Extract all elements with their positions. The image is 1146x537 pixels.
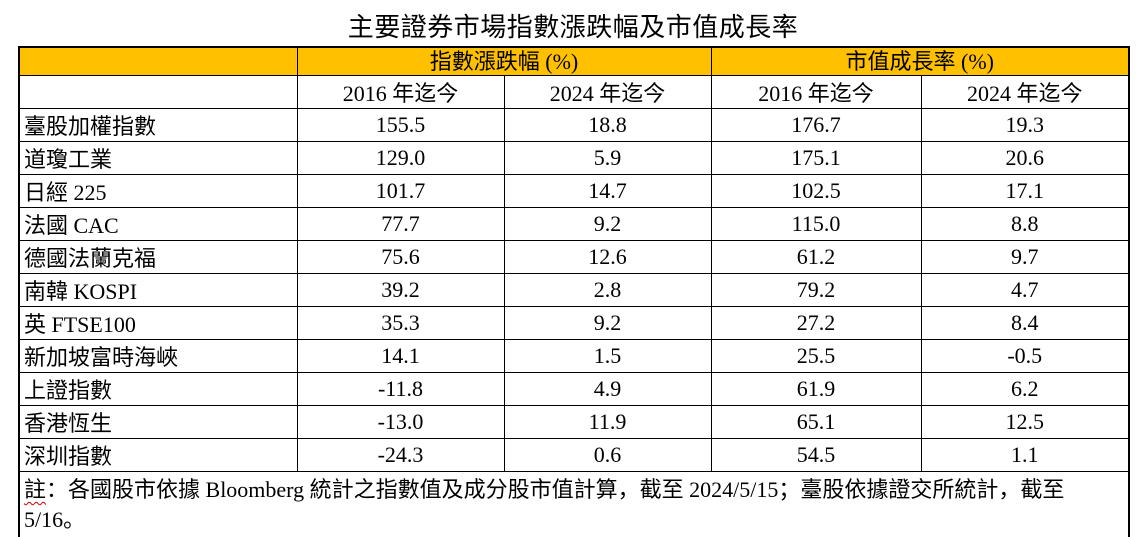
- subheader-mcap-2016: 2016 年迄今: [710, 75, 922, 109]
- row-label: 英 FTSE100: [18, 306, 298, 340]
- table-row: 深圳指數 -24.3 0.6 54.5 1.1: [18, 438, 1130, 472]
- row-label: 新加坡富時海峽: [18, 339, 298, 373]
- cell-value: -24.3: [296, 438, 505, 472]
- market-index-table: 指數漲跌幅 (%) 市值成長率 (%) 2016 年迄今 2024 年迄今 20…: [18, 46, 1131, 537]
- cell-value: 75.6: [296, 240, 505, 274]
- cell-value: 102.5: [710, 174, 922, 208]
- footnote-marked-word: 註: [24, 477, 47, 502]
- row-label: 深圳指數: [18, 438, 298, 472]
- cell-value: 25.5: [710, 339, 922, 373]
- table-row: 道瓊工業 129.0 5.9 175.1 20.6: [18, 141, 1130, 175]
- cell-value: 115.0: [710, 207, 922, 241]
- cell-value: 1.1: [920, 438, 1130, 472]
- cell-value: 79.2: [710, 273, 922, 307]
- cell-value: 6.2: [920, 372, 1130, 406]
- cell-value: 5.9: [503, 141, 712, 175]
- row-label: 德國法蘭克福: [18, 240, 298, 274]
- cell-value: 19.3: [920, 108, 1130, 142]
- cell-value: 9.7: [920, 240, 1130, 274]
- table-row: 上證指數 -11.8 4.9 61.9 6.2: [18, 372, 1130, 406]
- sub-header-row: 2016 年迄今 2024 年迄今 2016 年迄今 2024 年迄今: [18, 75, 1130, 109]
- group-header-index-change: 指數漲跌幅 (%): [296, 46, 712, 76]
- cell-value: 17.1: [920, 174, 1130, 208]
- corner-cell: [18, 46, 298, 76]
- cell-value: 14.1: [296, 339, 505, 373]
- subheader-empty-cell: [18, 75, 298, 109]
- cell-value: 129.0: [296, 141, 505, 175]
- cell-value: 27.2: [710, 306, 922, 340]
- group-header-row: 指數漲跌幅 (%) 市值成長率 (%): [18, 46, 1130, 76]
- cell-value: -13.0: [296, 405, 505, 439]
- row-label: 道瓊工業: [18, 141, 298, 175]
- subheader-index-2016: 2016 年迄今: [296, 75, 505, 109]
- footnote: 註：各國股市依據 Bloomberg 統計之指數值及成分股市值計算，截至 202…: [18, 471, 1130, 537]
- cell-value: 175.1: [710, 141, 922, 175]
- cell-value: 20.6: [920, 141, 1130, 175]
- cell-value: 0.6: [503, 438, 712, 472]
- cell-value: 18.8: [503, 108, 712, 142]
- cell-value: 9.2: [503, 306, 712, 340]
- table-row: 香港恆生 -13.0 11.9 65.1 12.5: [18, 405, 1130, 439]
- cell-value: 12.6: [503, 240, 712, 274]
- table-row: 英 FTSE100 35.3 9.2 27.2 8.4: [18, 306, 1130, 340]
- row-label: 法國 CAC: [18, 207, 298, 241]
- table-row: 南韓 KOSPI 39.2 2.8 79.2 4.7: [18, 273, 1130, 307]
- cell-value: 176.7: [710, 108, 922, 142]
- cell-value: 4.7: [920, 273, 1130, 307]
- cell-value: 2.8: [503, 273, 712, 307]
- table-row: 臺股加權指數 155.5 18.8 176.7 19.3: [18, 108, 1130, 142]
- row-label: 日經 225: [18, 174, 298, 208]
- cell-value: 4.9: [503, 372, 712, 406]
- cell-value: 65.1: [710, 405, 922, 439]
- cell-value: -0.5: [920, 339, 1130, 373]
- subheader-mcap-2024: 2024 年迄今: [920, 75, 1130, 109]
- page-title: 主要證券市場指數漲跌幅及市值成長率: [347, 13, 799, 42]
- footnote-text: ：各國股市依據 Bloomberg 統計之指數值及成分股市值計算，截至 2024…: [24, 477, 1065, 532]
- cell-value: 155.5: [296, 108, 505, 142]
- cell-value: 12.5: [920, 405, 1130, 439]
- subheader-index-2024: 2024 年迄今: [503, 75, 712, 109]
- cell-value: 35.3: [296, 306, 505, 340]
- cell-value: 1.5: [503, 339, 712, 373]
- cell-value: 77.7: [296, 207, 505, 241]
- cell-value: 101.7: [296, 174, 505, 208]
- cell-value: 39.2: [296, 273, 505, 307]
- row-label: 上證指數: [18, 372, 298, 406]
- group-header-marketcap-growth: 市值成長率 (%): [710, 46, 1130, 76]
- row-label: 臺股加權指數: [18, 108, 298, 142]
- table-row: 日經 225 101.7 14.7 102.5 17.1: [18, 174, 1130, 208]
- cell-value: 11.9: [503, 405, 712, 439]
- cell-value: 14.7: [503, 174, 712, 208]
- table-row: 法國 CAC 77.7 9.2 115.0 8.8: [18, 207, 1130, 241]
- cell-value: 8.4: [920, 306, 1130, 340]
- row-label: 香港恆生: [18, 405, 298, 439]
- cell-value: 54.5: [710, 438, 922, 472]
- table-row: 新加坡富時海峽 14.1 1.5 25.5 -0.5: [18, 339, 1130, 373]
- footnote-row: 註：各國股市依據 Bloomberg 統計之指數值及成分股市值計算，截至 202…: [18, 471, 1130, 537]
- cell-value: 8.8: [920, 207, 1130, 241]
- table-row: 德國法蘭克福 75.6 12.6 61.2 9.7: [18, 240, 1130, 274]
- cell-value: -11.8: [296, 372, 505, 406]
- cell-value: 61.9: [710, 372, 922, 406]
- row-label: 南韓 KOSPI: [18, 273, 298, 307]
- cell-value: 9.2: [503, 207, 712, 241]
- cell-value: 61.2: [710, 240, 922, 274]
